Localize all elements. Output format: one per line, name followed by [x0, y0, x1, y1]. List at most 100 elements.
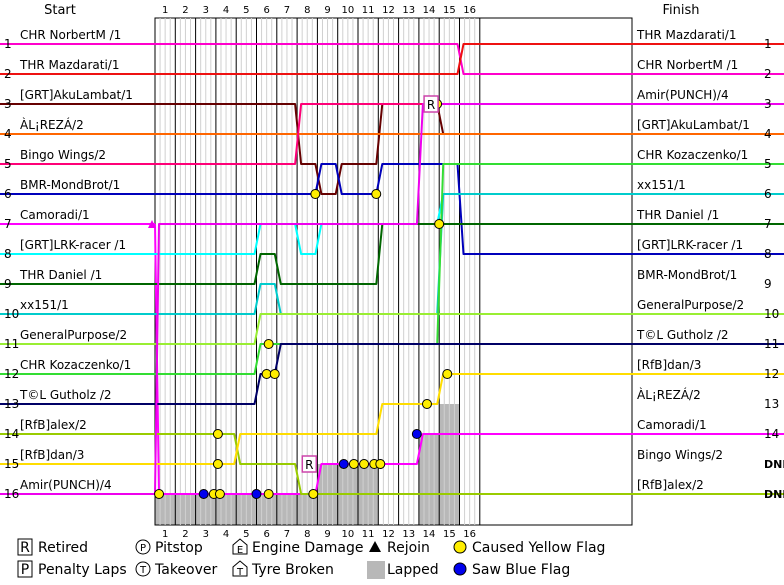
lap-label-top: 4: [223, 5, 229, 16]
legend-label: Pitstop: [155, 540, 203, 556]
legend-label: Caused Yellow Flag: [472, 540, 605, 556]
legend-box-icon: [17, 538, 33, 556]
series-line: [155, 43, 784, 75]
finish-position-label: 2: [764, 67, 772, 81]
yellow-flag-dot: [310, 189, 321, 199]
lap-label-top: 12: [382, 5, 395, 16]
start-driver-label: T©L Gutholz /2: [19, 388, 112, 402]
finish-position-label: DNF: [764, 488, 784, 501]
yellow-flag-dot: [359, 459, 370, 469]
finish-driver-label: T©L Gutholz /2: [636, 328, 729, 342]
start-position-number: 6: [4, 187, 12, 201]
lap-label-top: 8: [304, 5, 310, 16]
finish-driver-label: THR Daniel /1: [636, 208, 719, 222]
yellow-flag-dot: [371, 189, 382, 199]
lap-label-bottom: 13: [402, 529, 415, 540]
legend-house-letter: T: [236, 567, 244, 578]
lap-label-bottom: 5: [243, 529, 249, 540]
yellow-flag-dot: [212, 459, 223, 469]
lap-label-top: 1: [162, 5, 168, 16]
legend-rejoin-icon: [369, 541, 381, 552]
start-position-number: 9: [4, 277, 12, 291]
finish-position-label: 1: [764, 37, 772, 51]
yellow-flag-dot: [154, 489, 165, 499]
blue-flag-dot: [198, 489, 209, 499]
retired-marker-letter: R: [427, 98, 435, 112]
lap-label-bottom: 7: [284, 529, 290, 540]
legend-house-icon: [232, 560, 248, 577]
yellow-flag-dot: [263, 489, 274, 499]
series-line: [155, 103, 784, 195]
yellow-flag-dot: [348, 459, 359, 469]
lap-label-top: 16: [463, 5, 476, 16]
legend-label: Engine Damage: [252, 540, 364, 556]
start-driver-label: THR Mazdarati/1: [19, 58, 120, 72]
series-line: [155, 343, 784, 405]
start-title: Start: [44, 3, 76, 18]
legend-circle-letter: P: [140, 543, 146, 554]
start-driver-label: [RfB]dan/3: [20, 448, 84, 462]
start-driver-label: ÀL¡REZÁ/2: [20, 117, 84, 132]
start-position-number: 3: [4, 97, 12, 111]
start-driver-label: [RfB]alex/2: [20, 418, 87, 432]
lap-label-bottom: 9: [324, 529, 330, 540]
legend-label: Lapped: [387, 562, 439, 578]
start-driver-label: Amir(PUNCH)/4: [20, 478, 112, 492]
finish-position-label: 14: [764, 427, 779, 441]
finish-position-label: 10: [764, 307, 779, 321]
start-position-number: 15: [4, 457, 19, 471]
yellow-flag-dot: [212, 429, 223, 439]
lap-label-bottom: 14: [423, 529, 436, 540]
finish-driver-label: Amir(PUNCH)/4: [637, 88, 729, 102]
series-line: [155, 163, 784, 255]
finish-title: Finish: [662, 3, 699, 18]
lap-label-top: 7: [284, 5, 290, 16]
yellow-flag-dot: [421, 399, 432, 409]
legend-lapped-icon: [367, 561, 385, 579]
finish-driver-label: Bingo Wings/2: [637, 448, 723, 462]
retired-marker: [423, 95, 439, 113]
lap-label-top: 13: [402, 5, 415, 16]
finish-position-label: 4: [764, 127, 772, 141]
finish-driver-label: xx151/1: [637, 178, 686, 192]
retired-marker-letter: R: [305, 458, 313, 472]
legend-box-letter: R: [20, 540, 30, 556]
legend-circle-letter: T: [139, 565, 147, 576]
start-driver-label: Bingo Wings/2: [20, 148, 106, 162]
start-position-number: 14: [4, 427, 19, 441]
lap-label-top: 6: [263, 5, 269, 16]
legend-circle-icon: [135, 561, 151, 577]
start-position-number: 7: [4, 217, 12, 231]
series-line: [155, 43, 784, 75]
blue-flag-dot: [411, 429, 422, 439]
start-driver-label: [GRT]AkuLambat/1: [20, 88, 133, 102]
start-driver-label: [GRT]LRK-racer /1: [20, 238, 126, 252]
lap-label-bottom: 6: [263, 529, 269, 540]
start-position-number: 8: [4, 247, 12, 261]
lap-label-top: 5: [243, 5, 249, 16]
legend-house-icon: [232, 538, 248, 555]
lap-label-bottom: 15: [443, 529, 456, 540]
finish-position-label: 13: [764, 397, 779, 411]
lap-label-bottom: 10: [341, 529, 354, 540]
yellow-flag-dot: [263, 339, 274, 349]
legend: R Retired P Penalty Laps P Pitstop T Takeover E E…: [17, 538, 605, 579]
lap-label-bottom: 16: [463, 529, 476, 540]
labels: 1122334455667788991010111112121313141415…: [4, 5, 784, 540]
lap-label-bottom: 2: [182, 529, 188, 540]
legend-label: Tyre Broken: [251, 562, 334, 578]
start-position-number: 11: [4, 337, 19, 351]
finish-driver-label: CHR Kozaczenko/1: [637, 148, 748, 162]
finish-driver-label: Camoradi/1: [637, 418, 707, 432]
lap-label-top: 9: [324, 5, 330, 16]
start-position-number: 16: [4, 487, 19, 501]
blue-flag-dot: [338, 459, 349, 469]
finish-position-label: 6: [764, 187, 772, 201]
grid: [154, 17, 633, 526]
lap-label-bottom: 4: [223, 529, 229, 540]
legend-label: Saw Blue Flag: [472, 562, 570, 578]
lap-label-top: 14: [423, 5, 436, 16]
legend-circle-icon: [135, 539, 151, 555]
yellow-flag-dot: [442, 369, 453, 379]
